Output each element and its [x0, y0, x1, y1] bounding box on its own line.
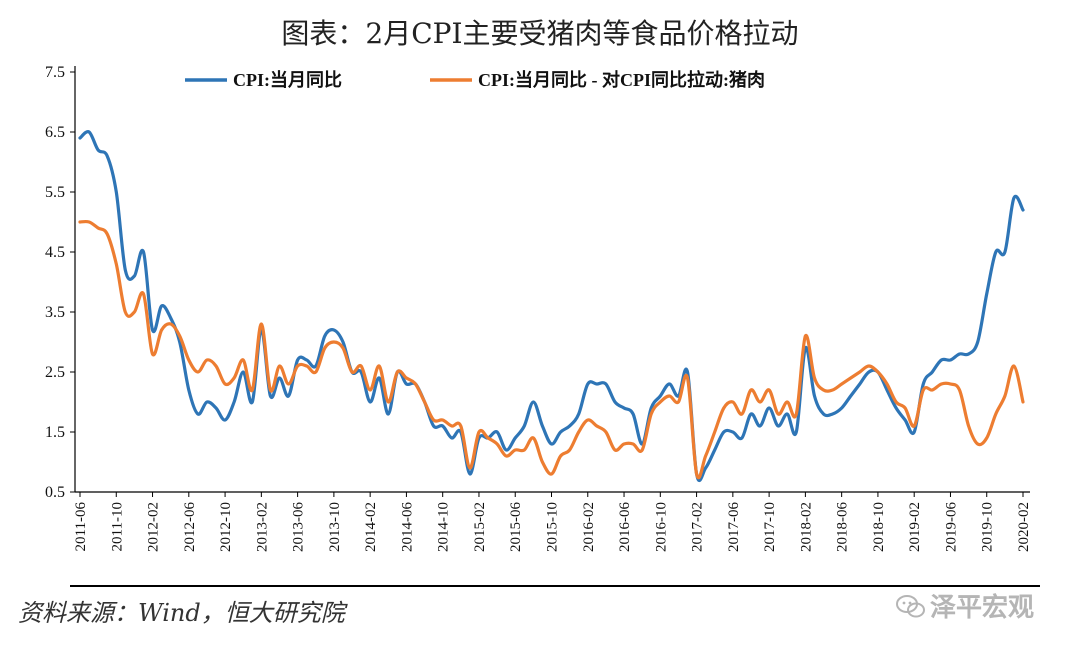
- x-tick-label: 2019-02: [907, 502, 923, 552]
- y-tick-label: 7.5: [45, 64, 65, 81]
- y-tick-label: 2.5: [45, 364, 65, 381]
- legend-label: CPI:当月同比: [233, 69, 342, 90]
- y-tick-label: 3.5: [45, 304, 65, 321]
- x-tick-label: 2017-10: [762, 502, 778, 552]
- x-tick-label: 2013-02: [254, 502, 270, 552]
- x-tick-label: 2015-06: [508, 502, 524, 552]
- x-tick-label: 2018-10: [871, 502, 887, 552]
- x-tick-label: 2014-06: [399, 502, 415, 552]
- x-tick-label: 2012-02: [146, 502, 162, 552]
- x-tick-label: 2011-10: [109, 502, 125, 551]
- legend-label: CPI:当月同比 - 对CPI同比拉动:猪肉: [478, 69, 765, 90]
- y-tick-label: 4.5: [45, 244, 65, 261]
- y-tick-label: 5.5: [45, 184, 65, 201]
- x-tick-label: 2015-10: [545, 502, 561, 552]
- source-note: 资料来源：Wind，恒大研究院: [18, 599, 345, 627]
- x-tick-label: 2018-02: [798, 502, 814, 552]
- x-tick-label: 2012-06: [182, 502, 198, 552]
- x-tick-label: 2017-06: [726, 502, 742, 552]
- x-tick-label: 2018-06: [835, 502, 851, 552]
- y-tick-label: 6.5: [45, 124, 65, 141]
- x-tick-label: 2016-02: [581, 502, 597, 552]
- x-tick-label: 2011-06: [73, 502, 89, 552]
- x-tick-label: 2013-10: [327, 502, 343, 552]
- series-line-cpi-ex-pork: [78, 219, 1025, 480]
- watermark: 泽平宏观: [896, 587, 1034, 624]
- x-tick-label: 2019-10: [980, 502, 996, 552]
- x-tick-label: 2013-06: [291, 502, 307, 552]
- line-chart: 0.5 1.5 2.5 3.5 4.5 5.5 6.5 7.5 2011-06 2011-10 20…: [45, 64, 1040, 587]
- series-layer: [78, 130, 1025, 482]
- series-line-cpi: [78, 130, 1025, 482]
- watermark-text: 泽平宏观: [930, 593, 1035, 623]
- x-tick-label: 2019-06: [943, 502, 959, 552]
- y-tick-label: 1.5: [45, 424, 65, 441]
- x-tick-label: 2015-02: [472, 502, 488, 552]
- chart-title: 图表：2月CPI主要受猪肉等食品价格拉动: [281, 17, 799, 50]
- wechat-icon: [896, 595, 925, 618]
- x-tick-label: 2016-06: [617, 502, 633, 552]
- x-tick-label: 2016-10: [653, 502, 669, 552]
- x-tick-label: 2014-02: [363, 502, 379, 552]
- y-tick-label: 0.5: [45, 484, 65, 501]
- x-tick-label: 2017-02: [690, 502, 706, 552]
- legend: CPI:当月同比 CPI:当月同比 - 对CPI同比拉动:猪肉: [185, 69, 765, 90]
- x-tick-label: 2020-02: [1016, 502, 1032, 552]
- x-tick-label: 2012-10: [218, 502, 234, 552]
- x-tick-label: 2014-10: [436, 502, 452, 552]
- axes-layer: 0.5 1.5 2.5 3.5 4.5 5.5 6.5 7.5 2011-06 2011-10 20…: [45, 64, 1040, 587]
